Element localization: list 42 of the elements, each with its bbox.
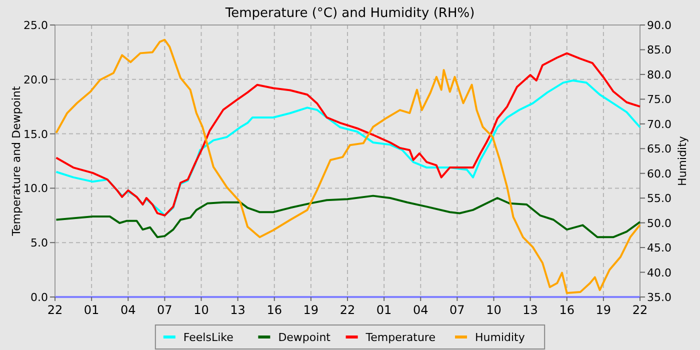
x-tick-label: 07 [450, 303, 465, 317]
y-tick-label: 10.0 [24, 182, 48, 196]
y2-tick-label: 35.0 [647, 291, 672, 304]
x-tick-label: 13 [230, 303, 246, 317]
x-tick-label: 13 [522, 303, 538, 317]
y-tick-label: 0.0 [30, 291, 48, 304]
x-tick-label: 01 [376, 303, 392, 317]
y2-tick-label: 90.0 [647, 19, 672, 32]
y2-tick-label: 45.0 [647, 242, 672, 255]
x-tick-label: 19 [596, 303, 612, 317]
y-tick-label: 20.0 [24, 73, 48, 86]
x-tick-label: 16 [266, 303, 282, 317]
legend-label: FeelsLike [183, 331, 234, 344]
x-tick-label: 01 [84, 303, 100, 317]
legend-label: Humidity [475, 331, 526, 344]
legend-label: Temperature [364, 331, 436, 344]
x-tick-label: 22 [47, 303, 63, 317]
y2-axis-title: Humidity [676, 136, 689, 186]
y2-tick-label: 55.0 [647, 192, 672, 206]
y2-tick-label: 85.0 [647, 44, 672, 57]
y2-tick-label: 75.0 [647, 93, 672, 106]
y2-tick-label: 50.0 [647, 216, 672, 230]
y2-tick-label: 40.0 [647, 266, 672, 280]
x-tick-label: 22 [340, 303, 356, 317]
y2-tick-label: 65.0 [647, 142, 672, 156]
y-axis-title: Temperature and Dewpoint [10, 85, 23, 237]
x-tick-label: 10 [194, 303, 209, 317]
x-tick-label: 22 [632, 303, 648, 317]
y-tick-label: 5.0 [30, 236, 48, 250]
y-tick-label: 25.0 [24, 19, 48, 32]
chart-title: Temperature (°C) and Humidity (RH%) [224, 6, 475, 21]
x-tick-label: 19 [303, 303, 319, 317]
y2-tick-label: 60.0 [647, 167, 672, 180]
x-tick-label: 16 [559, 303, 575, 317]
legend-label: Dewpoint [278, 331, 332, 344]
y2-tick-label: 70.0 [647, 118, 672, 131]
x-tick-label: 04 [120, 303, 136, 317]
x-tick-label: 04 [412, 303, 428, 317]
x-tick-label: 10 [486, 303, 502, 317]
y-tick-label: 15.0 [24, 128, 48, 141]
y2-tick-label: 80.0 [647, 68, 672, 82]
x-tick-label: 07 [157, 303, 172, 317]
